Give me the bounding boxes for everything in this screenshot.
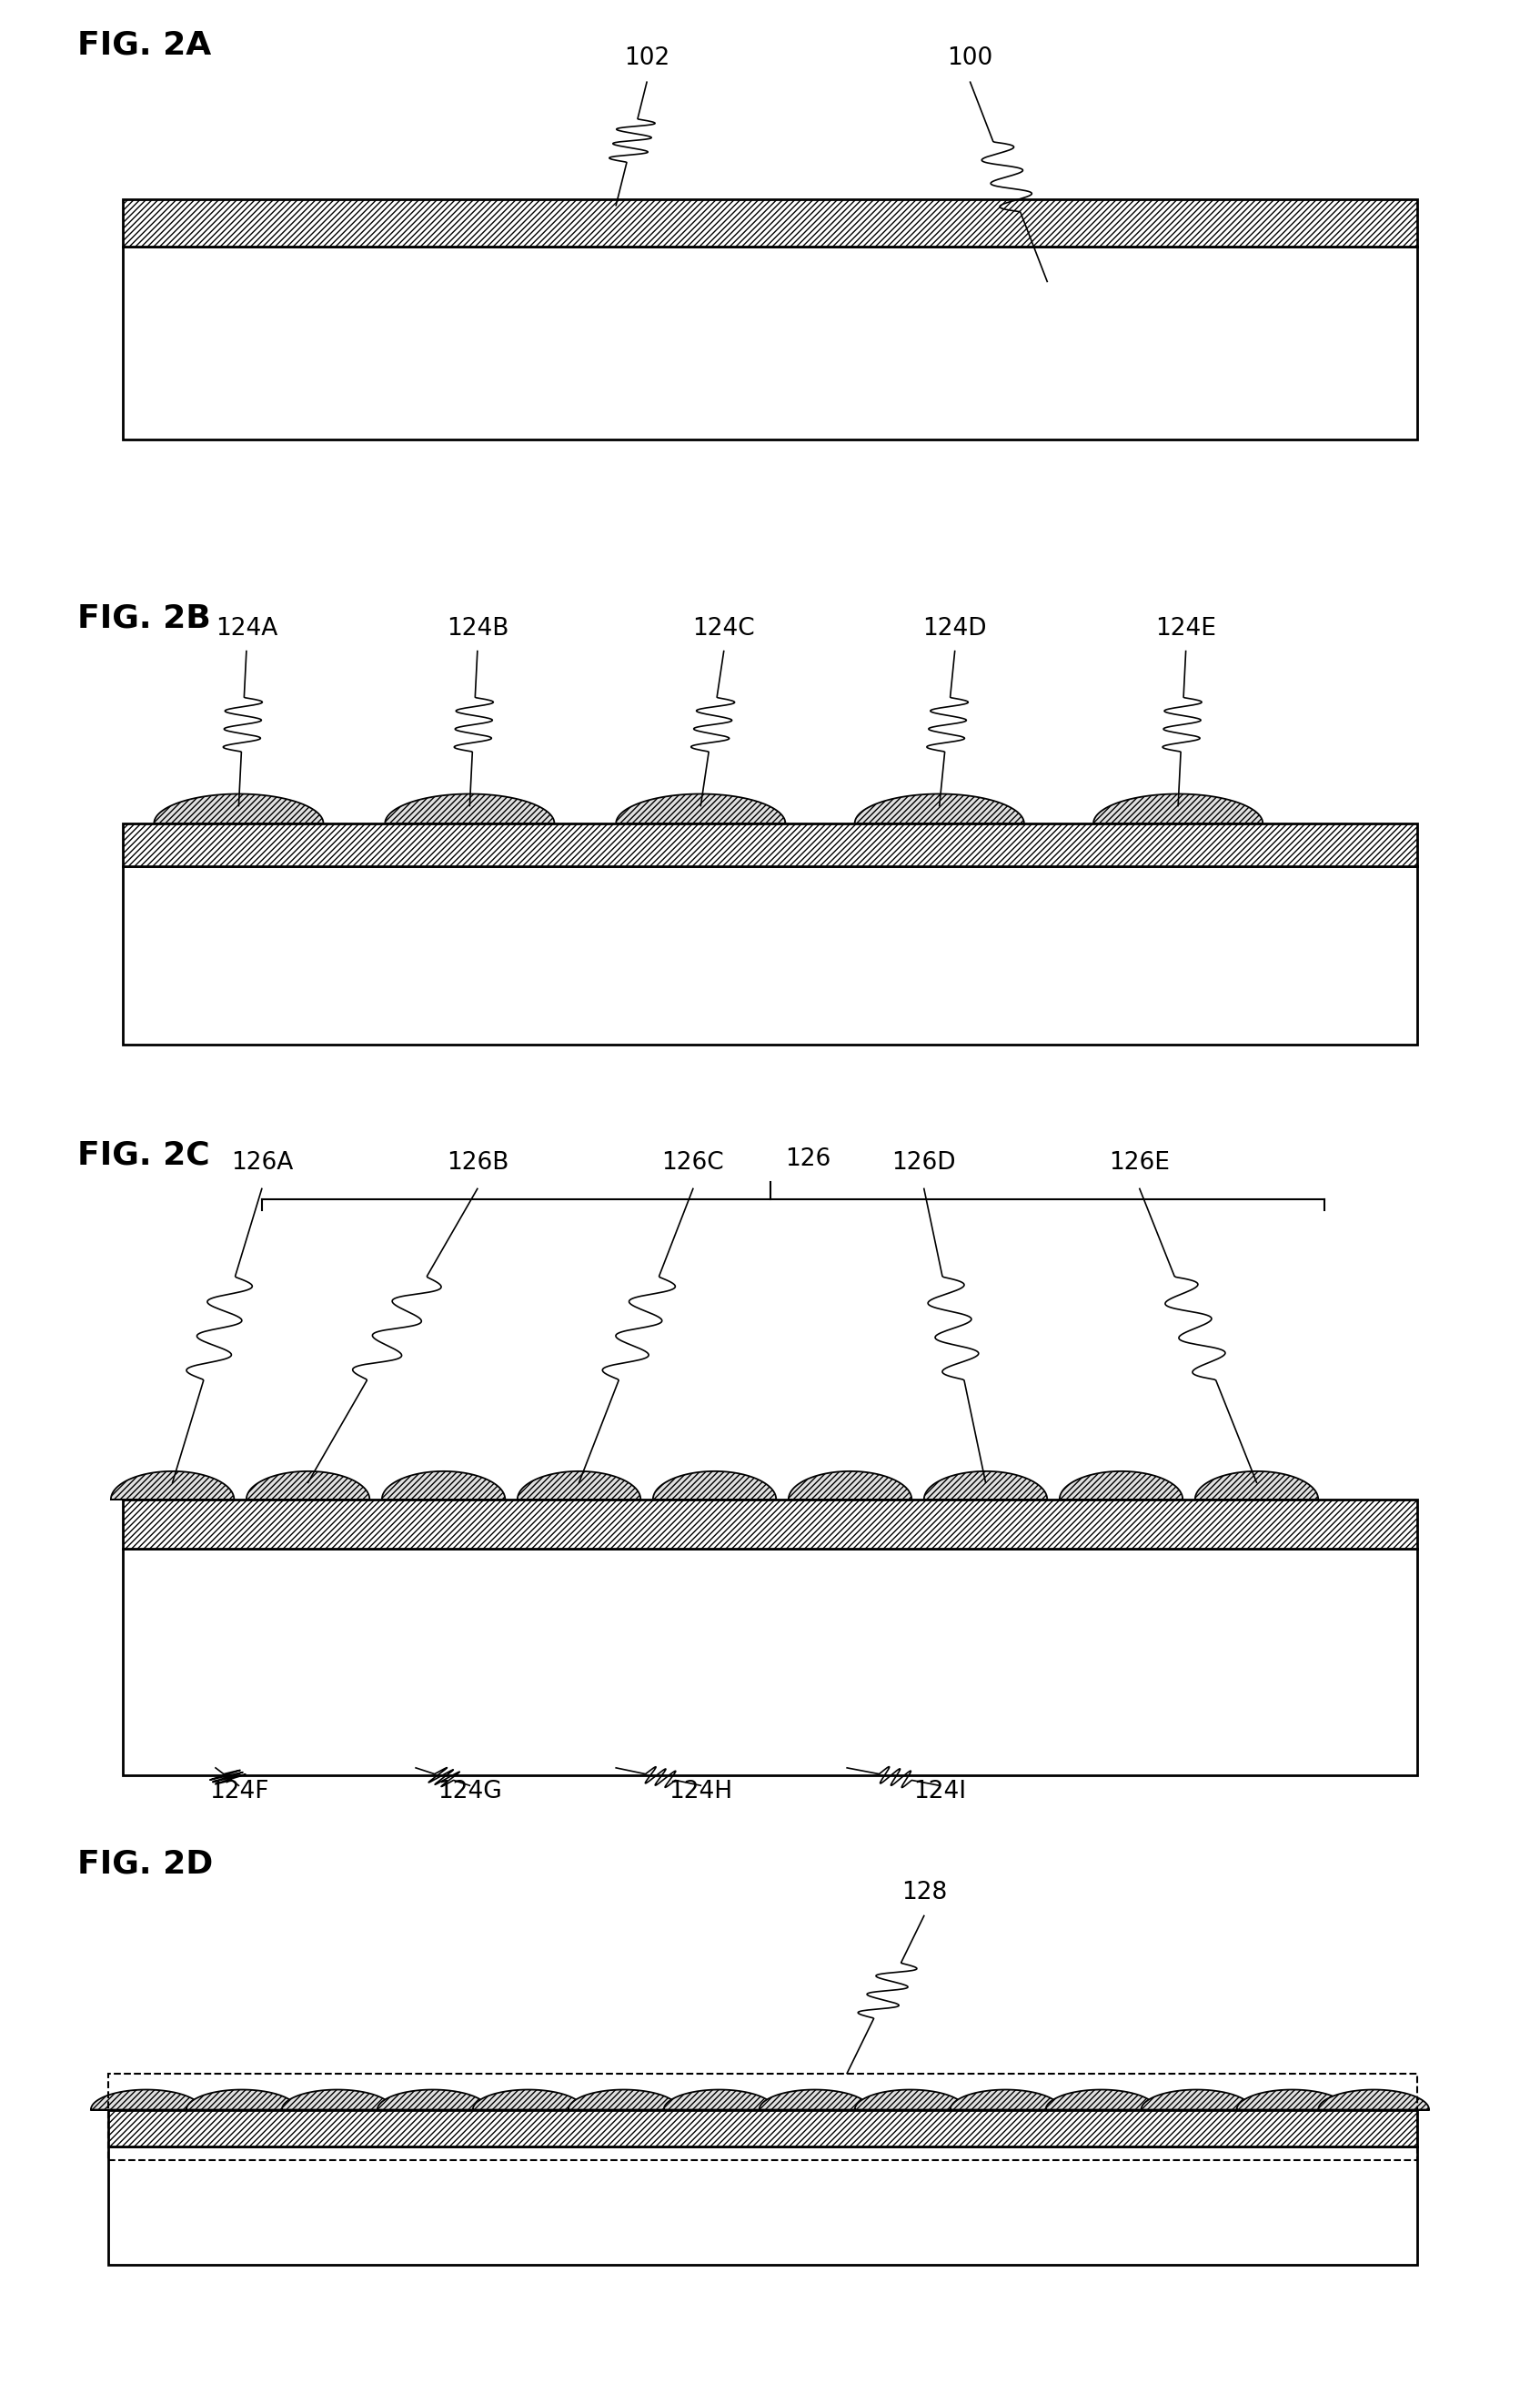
Bar	[123, 247, 1417, 440]
Polygon shape	[111, 1472, 234, 1499]
Polygon shape	[186, 2090, 297, 2109]
Text: 126A: 126A	[231, 1152, 293, 1175]
Polygon shape	[246, 1472, 370, 1499]
Polygon shape	[517, 1472, 641, 1499]
Polygon shape	[759, 2090, 870, 2109]
Text: 124D: 124D	[922, 618, 987, 642]
Bar	[108, 2147, 1417, 2265]
Text: 124C: 124C	[693, 618, 755, 642]
Text: 124B: 124B	[447, 618, 508, 642]
Polygon shape	[1318, 2090, 1429, 2109]
Bar	[123, 867, 1417, 1044]
Polygon shape	[473, 2090, 584, 2109]
Polygon shape	[664, 2090, 775, 2109]
Text: 124H: 124H	[668, 1779, 733, 1803]
Polygon shape	[1093, 795, 1263, 824]
Polygon shape	[788, 1472, 912, 1499]
Polygon shape	[616, 795, 785, 824]
Text: 124F: 124F	[209, 1779, 268, 1803]
Bar	[108, 2109, 1417, 2147]
Text: 126B: 126B	[447, 1152, 508, 1175]
Text: 124I: 124I	[913, 1779, 966, 1803]
Polygon shape	[950, 2090, 1061, 2109]
Text: 126E: 126E	[1109, 1152, 1170, 1175]
Text: 100: 100	[947, 48, 993, 69]
Polygon shape	[924, 1472, 1047, 1499]
Polygon shape	[568, 2090, 679, 2109]
Text: 102: 102	[624, 48, 670, 69]
Polygon shape	[855, 795, 1024, 824]
Text: 128: 128	[901, 1882, 947, 1906]
Polygon shape	[382, 1472, 505, 1499]
Text: 124G: 124G	[437, 1779, 502, 1803]
Text: 126C: 126C	[662, 1152, 724, 1175]
Bar	[123, 1549, 1417, 1774]
Polygon shape	[1046, 2090, 1157, 2109]
Polygon shape	[282, 2090, 393, 2109]
Bar	[108, 2073, 1417, 2159]
Polygon shape	[653, 1472, 776, 1499]
Polygon shape	[377, 2090, 488, 2109]
Polygon shape	[855, 2090, 966, 2109]
Text: 124A: 124A	[216, 618, 277, 642]
Bar	[123, 824, 1417, 867]
Bar	[123, 199, 1417, 247]
Polygon shape	[1060, 1472, 1183, 1499]
Polygon shape	[1141, 2090, 1252, 2109]
Polygon shape	[91, 2090, 202, 2109]
Text: 124E: 124E	[1155, 618, 1217, 642]
Polygon shape	[1237, 2090, 1348, 2109]
Text: FIG. 2B: FIG. 2B	[77, 603, 211, 634]
Polygon shape	[154, 795, 323, 824]
Polygon shape	[1195, 1472, 1318, 1499]
Polygon shape	[385, 795, 554, 824]
Text: FIG. 2D: FIG. 2D	[77, 1848, 213, 1879]
Bar	[123, 1499, 1417, 1549]
Text: 126D: 126D	[892, 1152, 956, 1175]
Text: FIG. 2C: FIG. 2C	[77, 1140, 209, 1171]
Text: 126: 126	[785, 1147, 832, 1171]
Text: FIG. 2A: FIG. 2A	[77, 29, 211, 60]
